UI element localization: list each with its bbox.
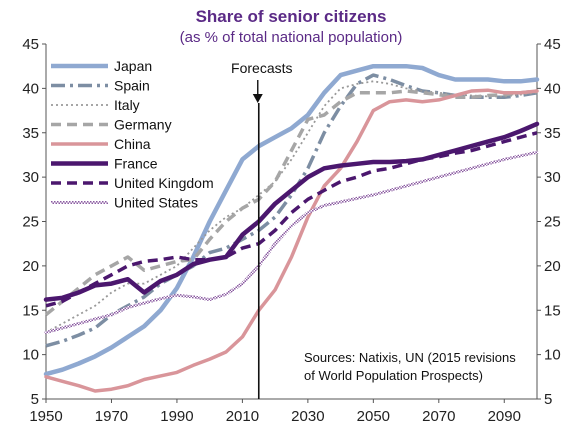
legend-label-china: China	[114, 136, 151, 152]
y-tick-label-left: 20	[22, 258, 39, 275]
series-line-france	[43, 121, 540, 302]
forecast-marker: Forecasts	[231, 60, 293, 399]
axes: 5 5 10 10 15 15 20 20 25 25 30 30 35 35 40 40 45 45 1950 19…	[22, 36, 560, 425]
series-line-germany	[44, 89, 538, 317]
legend-label-france: France	[114, 156, 158, 172]
y-tick-label-left: 40	[22, 80, 39, 97]
y-tick-label-right: 10	[544, 347, 561, 364]
x-tick-label: 2030	[291, 408, 324, 425]
legend-label-spain: Spain	[114, 78, 150, 94]
y-tick-label-left: 5	[31, 391, 39, 408]
series-line-united-kingdom	[45, 131, 538, 308]
y-tick-label-left: 10	[22, 347, 39, 364]
y-tick-label-right: 25	[544, 214, 561, 231]
legend-label-united-states: United States	[114, 195, 198, 211]
legend-label-japan: Japan	[114, 58, 152, 74]
y-tick-label-left: 25	[22, 214, 39, 231]
source-note: Sources: Natixis, UN (2015 revisions of …	[304, 350, 516, 383]
y-tick-label-left: 15	[22, 302, 39, 319]
y-tick-label-left: 35	[22, 125, 39, 142]
source-note-line-1: Sources: Natixis, UN (2015 revisions	[304, 350, 516, 365]
y-tick-label-right: 35	[544, 125, 561, 142]
y-tick-label-left: 30	[22, 169, 39, 186]
y-tick-label-right: 30	[544, 169, 561, 186]
chart-title: Share of senior citizens	[196, 7, 387, 26]
chart-subtitle: (as % of total national population)	[180, 29, 403, 46]
y-tick-label-left: 45	[22, 36, 39, 53]
x-tick-label: 1990	[160, 408, 193, 425]
series-line-united-states	[44, 150, 539, 334]
y-tick-label-right: 40	[544, 80, 561, 97]
y-tick-label-right: 15	[544, 302, 561, 319]
x-tick-label: 1970	[95, 408, 128, 425]
series-layer	[43, 63, 540, 393]
x-tick-label: 2070	[422, 408, 455, 425]
legend-label-germany: Germany	[114, 117, 172, 133]
legend-label-italy: Italy	[114, 97, 140, 113]
legend-label-united-kingdom: United Kingdom	[114, 175, 214, 191]
y-tick-label-right: 5	[544, 391, 552, 408]
x-tick-label: 2010	[226, 408, 259, 425]
x-tick-label: 1950	[29, 408, 62, 425]
y-tick-label-right: 20	[544, 258, 561, 275]
series-line-japan	[43, 63, 540, 377]
source-note-line-2: of World Population Prospects)	[304, 368, 483, 383]
series-line-china	[44, 88, 539, 393]
forecast-label: Forecasts	[231, 60, 292, 76]
forecast-arrow-icon	[252, 94, 263, 103]
y-tick-label-right: 45	[544, 36, 561, 53]
x-tick-label: 2050	[357, 408, 390, 425]
legend: Japan Spain Italy Germany China France United …	[51, 58, 214, 211]
x-tick-label: 2090	[488, 408, 521, 425]
